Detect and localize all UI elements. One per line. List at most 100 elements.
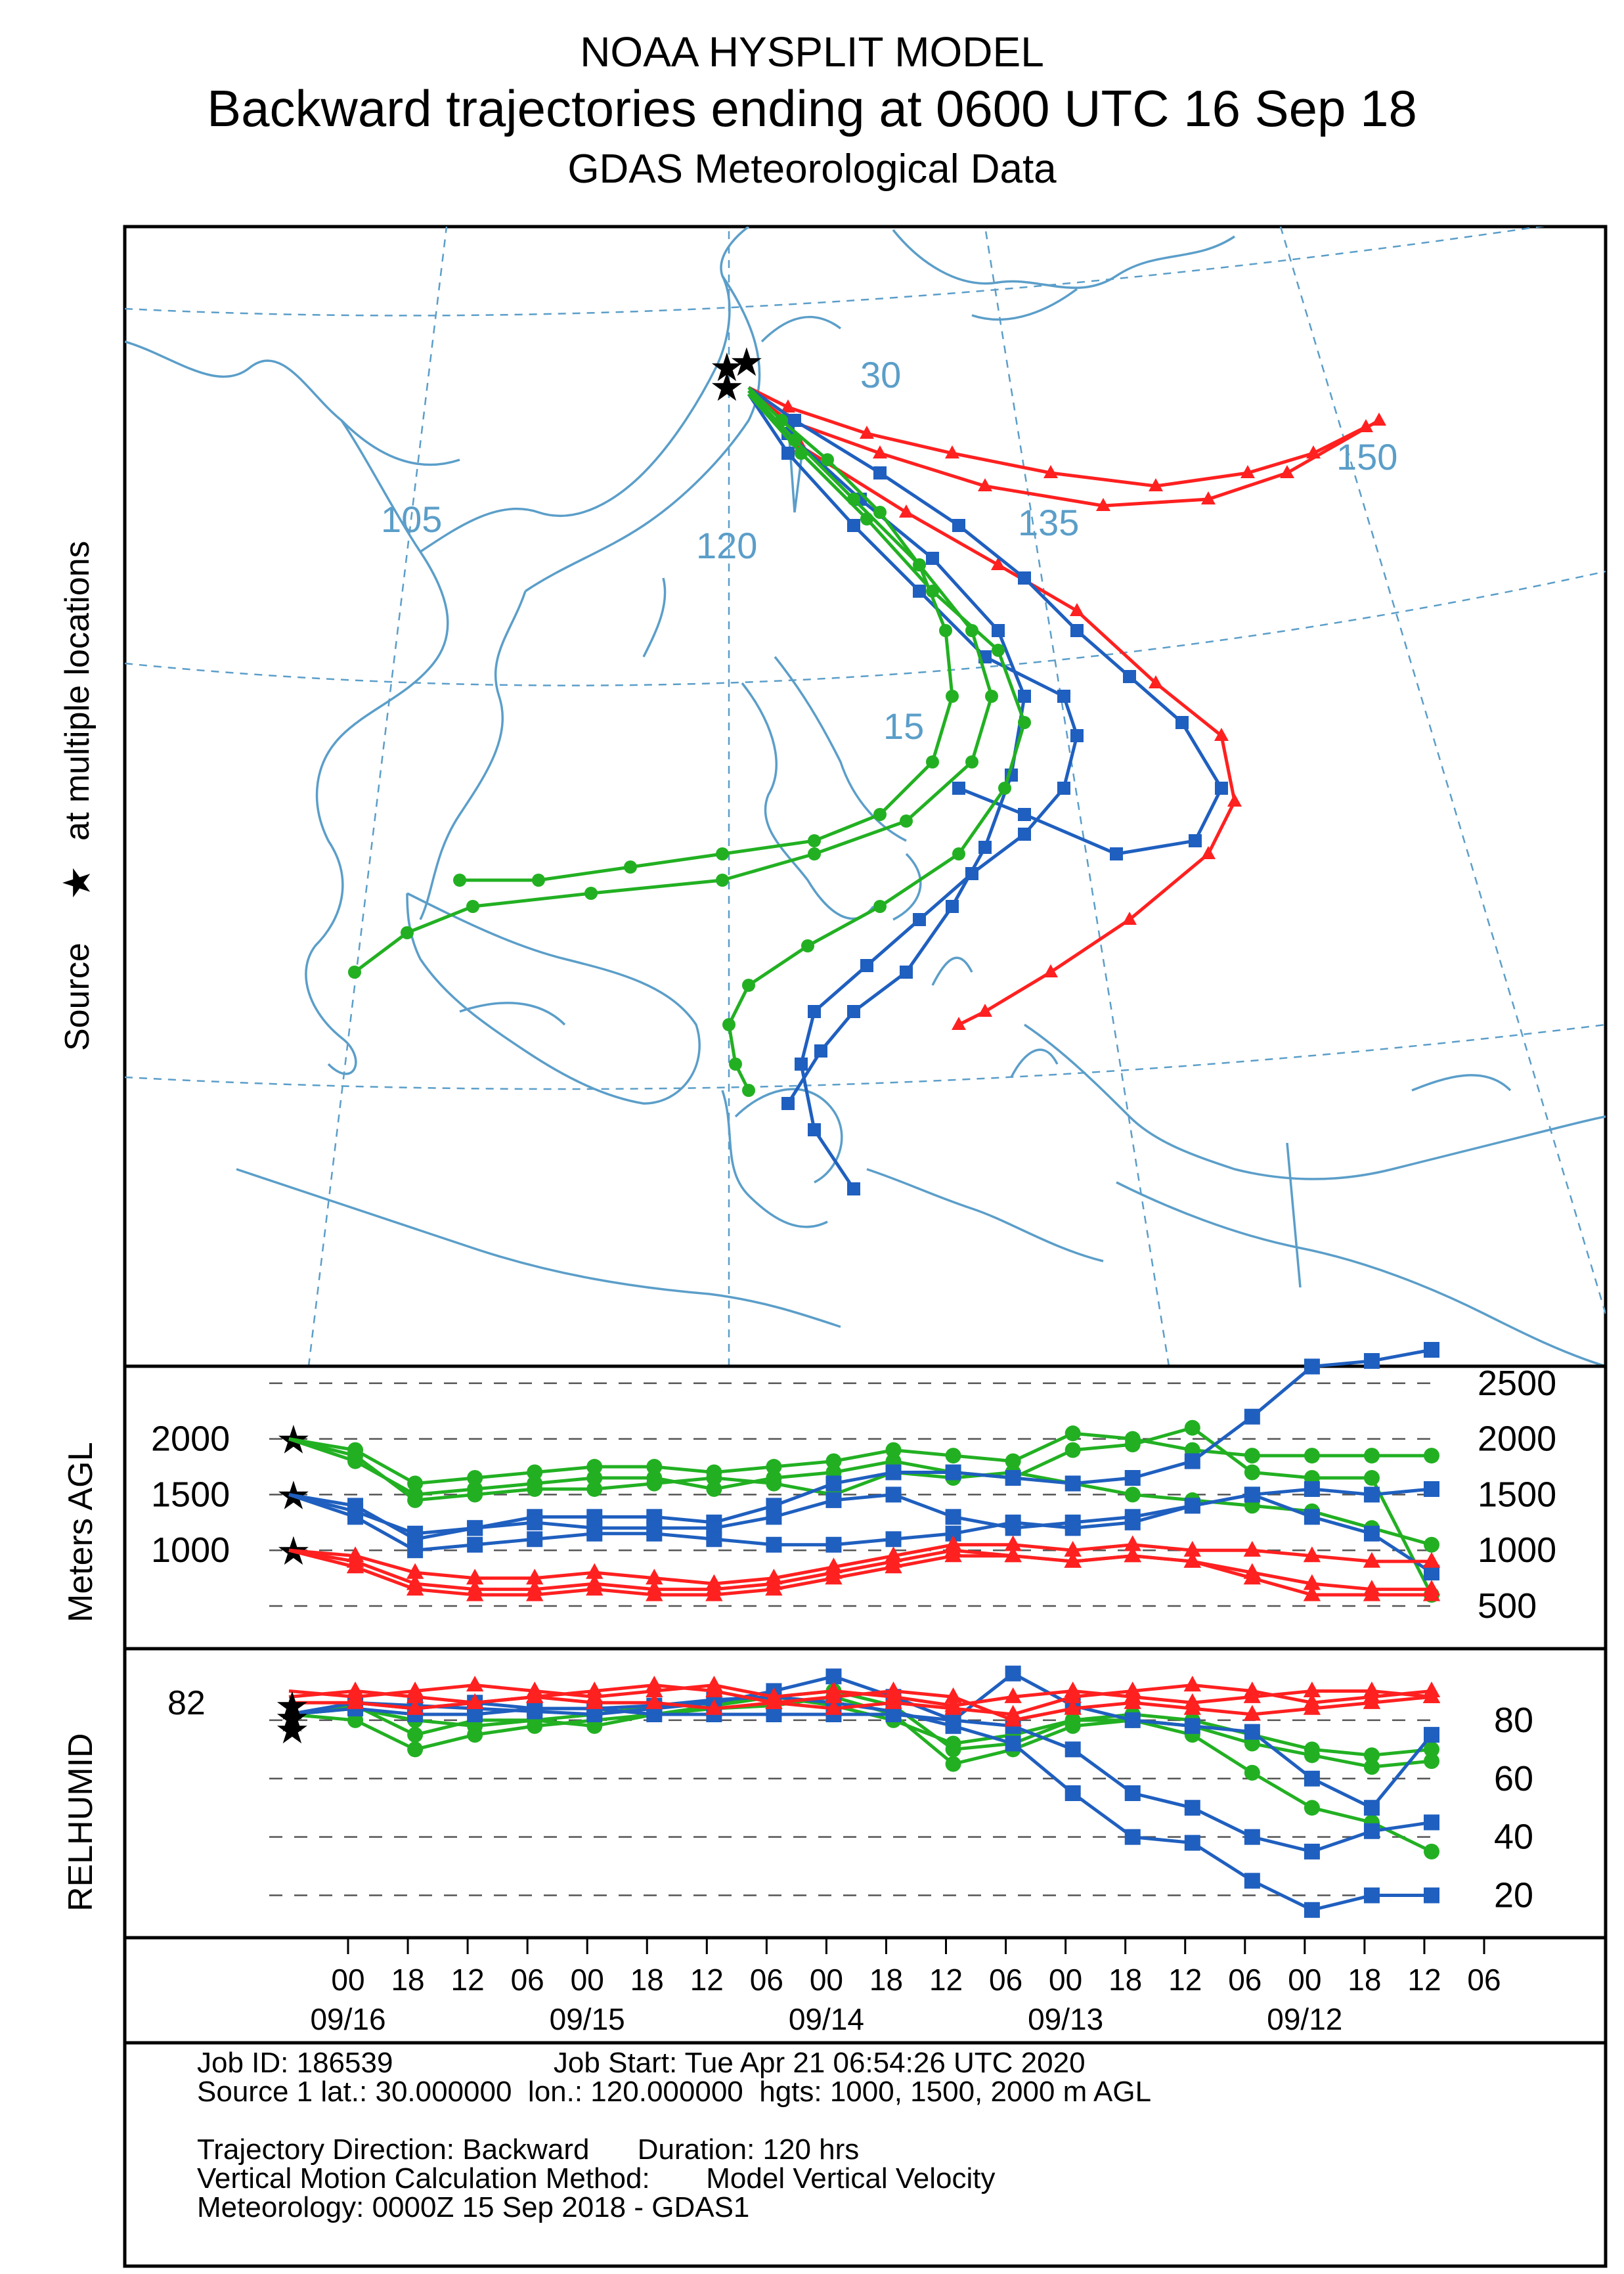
height-point xyxy=(945,1509,961,1525)
height-point xyxy=(346,1557,364,1574)
map-trajectory-point xyxy=(742,979,755,992)
height-point xyxy=(1183,1540,1201,1557)
height-point xyxy=(825,1453,842,1469)
map-trajectory-point xyxy=(1057,690,1070,703)
time-hour-label: 06 xyxy=(511,1963,544,1997)
map-trajectories xyxy=(348,386,1386,1195)
map-trajectory-point xyxy=(873,900,887,913)
map-trajectory-point xyxy=(1372,412,1386,426)
map-trajectory-point xyxy=(821,453,834,466)
map-trajectory-line xyxy=(353,390,994,973)
map-trajectory-point xyxy=(913,558,926,571)
map-trajectory-point xyxy=(1018,690,1031,703)
map-trajectory-point xyxy=(801,939,814,952)
rh-point xyxy=(1424,1753,1439,1770)
job-info-line5: Meteorology: 0000Z 15 Sep 2018 - GDAS1 xyxy=(197,2191,750,2223)
height-point xyxy=(406,1563,424,1579)
height-point xyxy=(766,1459,782,1475)
height-point xyxy=(347,1453,364,1469)
height-point xyxy=(825,1536,842,1553)
height-point xyxy=(1363,1551,1381,1568)
rh-point xyxy=(945,1756,961,1772)
time-date-label: 09/14 xyxy=(789,2002,864,2036)
height-point xyxy=(466,1569,484,1585)
time-axis-frame xyxy=(123,1936,1608,2045)
height-point xyxy=(766,1536,782,1553)
lon-label-150: 150 xyxy=(1336,436,1397,478)
map-trajectory-point xyxy=(584,887,598,900)
height-point xyxy=(1303,1546,1321,1563)
rh-point xyxy=(407,1741,424,1758)
rh-point xyxy=(1184,1835,1200,1851)
height-point xyxy=(1124,1535,1141,1551)
map-trajectory-point xyxy=(991,557,1005,570)
map-trajectory-point xyxy=(808,1123,821,1136)
height-left-tick: 1000 xyxy=(151,1530,230,1570)
height-point xyxy=(407,1542,424,1559)
rh-point xyxy=(1064,1687,1082,1703)
map-trajectory-point xyxy=(847,519,860,532)
star-icon: ★ xyxy=(274,1684,310,1728)
height-point xyxy=(527,1514,543,1530)
height-point xyxy=(1004,1535,1022,1551)
map-trajectory-point xyxy=(1123,670,1136,683)
map-trajectory-point xyxy=(1018,716,1031,729)
map-trajectory-point xyxy=(1070,729,1084,742)
rh-panel: RELHUMID 82 20 40 60 80 ★★★ xyxy=(62,1647,1608,1940)
rh-point xyxy=(1304,1747,1320,1764)
rh-point xyxy=(1424,1727,1439,1743)
rh-point xyxy=(1363,1887,1380,1904)
height-point xyxy=(706,1481,722,1497)
height-point xyxy=(1004,1546,1022,1563)
height-panel-frame xyxy=(123,1364,1608,1651)
map-trajectory-line xyxy=(747,393,1079,1190)
height-point xyxy=(1005,1470,1021,1486)
height-point xyxy=(765,1580,783,1596)
height-point xyxy=(1304,1448,1320,1464)
rh-point xyxy=(1124,1829,1141,1845)
map-trajectory-point xyxy=(1018,808,1031,821)
map-trajectory-point xyxy=(814,1044,827,1058)
map-trajectory-point xyxy=(1201,491,1216,504)
height-point xyxy=(1124,1470,1141,1486)
map-trajectory-point xyxy=(716,874,729,887)
map-trajectory-line xyxy=(460,386,954,882)
height-point xyxy=(646,1569,663,1585)
job-info-line4: Vertical Motion Calculation Method: Mode… xyxy=(197,2162,996,2195)
height-panel: Meters AGL 1000 ★1500 ★2000 ★ 5001000150020… xyxy=(62,1342,1608,1651)
rh-point xyxy=(1005,1665,1021,1682)
side-label-source: Source xyxy=(58,943,97,1051)
height-trace-line xyxy=(288,1431,1432,1486)
rh-point xyxy=(944,1687,962,1703)
data-source-label: GDAS Meteorological Data xyxy=(567,146,1057,192)
rh-point xyxy=(1064,1712,1081,1728)
height-point xyxy=(1244,1464,1260,1481)
height-point xyxy=(1064,1551,1082,1568)
rh-point xyxy=(1243,1682,1262,1698)
map-trajectory-point xyxy=(1175,716,1189,729)
map-trajectory-point xyxy=(1189,834,1202,847)
map-trajectory-point xyxy=(808,847,821,860)
height-right-tick: 1000 xyxy=(1478,1530,1556,1570)
star-icon: ★ xyxy=(729,340,764,384)
side-label-locations: at multiple locations xyxy=(58,541,97,841)
time-date-label: 09/16 xyxy=(310,2002,385,2036)
chart-subtitle: Backward trajectories ending at 0600 UTC… xyxy=(207,79,1417,137)
height-point xyxy=(467,1470,483,1486)
height-point xyxy=(825,1569,843,1585)
rh-point xyxy=(885,1693,902,1709)
height-point xyxy=(586,1580,604,1596)
map-trajectory-point xyxy=(1043,465,1058,478)
rh-point xyxy=(1363,1759,1380,1775)
height-point xyxy=(526,1569,544,1585)
map-trajectory-point xyxy=(860,959,873,972)
height-left-tick: 1500 xyxy=(151,1475,230,1514)
height-point xyxy=(586,1481,603,1497)
map-trajectory-point xyxy=(965,755,978,769)
map-trajectory-point xyxy=(873,466,887,479)
rh-point xyxy=(1363,1800,1380,1816)
lon-label-135: 135 xyxy=(1018,502,1079,543)
height-point xyxy=(466,1585,484,1601)
map-trajectory-point xyxy=(1057,782,1070,795)
rh-point xyxy=(1424,1814,1439,1831)
